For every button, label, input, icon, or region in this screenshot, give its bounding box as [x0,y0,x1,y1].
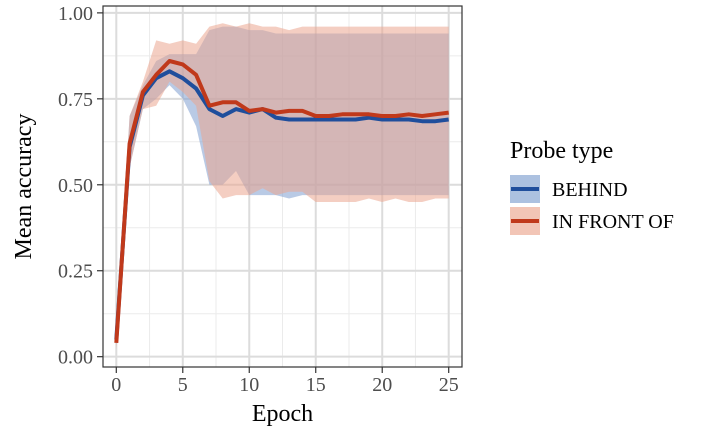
ribbon-in-front-of [116,23,449,350]
legend-label-behind: BEHIND [552,179,628,201]
x-tick-label: 15 [306,374,326,396]
legend-title: Probe type [510,138,613,164]
plot-border [102,5,463,368]
y-axis-title: Mean accuracy [11,114,37,260]
y-tick-label: 0.75 [58,89,93,111]
x-tick-label: 10 [239,374,259,396]
x-axis-title: Epoch [252,401,313,427]
x-tick-label: 25 [439,374,459,396]
confidence-ribbons [116,23,449,350]
legend-label-in-front-of: IN FRONT OF [552,211,674,233]
y-tick-label: 0.25 [58,261,93,283]
x-tick-label: 0 [111,374,121,396]
series-lines [114,59,449,344]
legend: BEHIND IN FRONT OF [510,175,674,235]
y-tick-label: 0.50 [58,175,93,197]
y-axis-ticks: 0.00 0.25 0.50 0.75 1.00 [58,3,103,369]
y-tick-label: 0.00 [58,347,93,369]
x-tick-label: 5 [178,374,188,396]
x-tick-label: 20 [372,374,392,396]
x-axis-ticks: 0 5 10 15 20 25 [111,367,459,396]
line-in-front-of [114,59,449,344]
y-tick-label: 1.00 [58,3,93,25]
line-behind [114,69,449,340]
